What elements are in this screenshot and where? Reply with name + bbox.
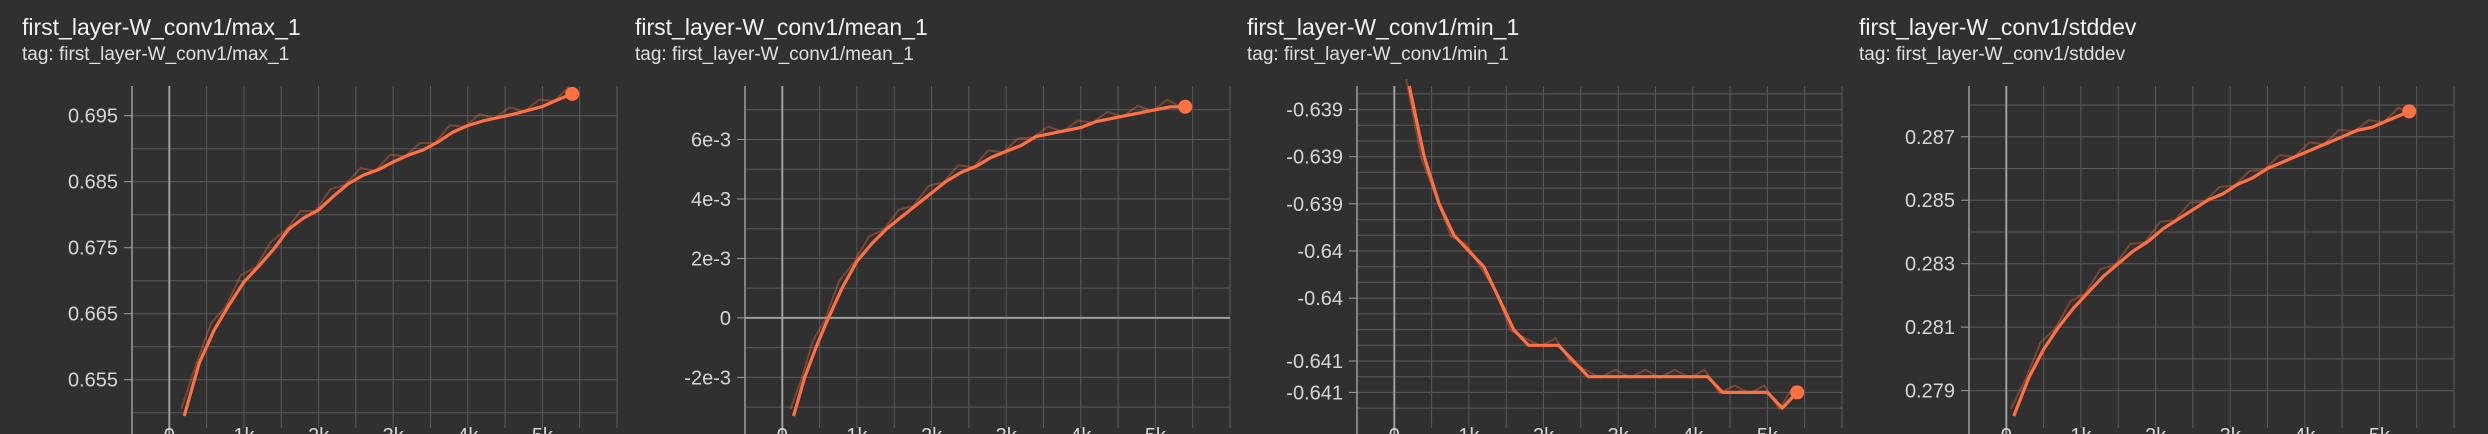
x-tick-label: 1k bbox=[2070, 425, 2092, 434]
y-tick-label: -0.639 bbox=[1286, 194, 1343, 216]
series-line bbox=[2012, 109, 2410, 417]
y-tick-label: 0.695 bbox=[68, 106, 118, 128]
x-tick-label: 5k bbox=[1145, 425, 1167, 434]
y-tick-label: 0.685 bbox=[68, 172, 118, 194]
chart-panel-min: first_layer-W_conv1/min_1 tag: first_lay… bbox=[1247, 0, 1847, 434]
x-tick-label: 0 bbox=[1389, 425, 1400, 434]
series-raw-line bbox=[789, 98, 1183, 410]
x-tick-label: 4k bbox=[1682, 425, 1704, 434]
x-tick-label: 5k bbox=[2369, 425, 2391, 434]
x-tick-label: 3k bbox=[996, 425, 1018, 434]
chart-panel-mean: first_layer-W_conv1/mean_1 tag: first_la… bbox=[635, 0, 1235, 434]
x-tick-label: 0 bbox=[777, 425, 788, 434]
chart-title: first_layer-W_conv1/min_1 bbox=[1247, 14, 1520, 40]
series-raw-line bbox=[2009, 106, 2407, 410]
series-line bbox=[1407, 85, 1799, 410]
y-tick-label: 0.665 bbox=[68, 304, 118, 326]
chart-tag: tag: first_layer-W_conv1/mean_1 bbox=[635, 44, 914, 65]
x-tick-label: 2k bbox=[308, 425, 330, 434]
x-tick-label: 2k bbox=[2145, 425, 2167, 434]
line-chart-min: -0.641 -0.641 -0.64 -0.64 -0.639 -0.639 -0.639… bbox=[1286, 78, 1843, 434]
y-tick-label: 0.285 bbox=[1905, 190, 1955, 212]
y-tick-label: 0.281 bbox=[1905, 317, 1955, 339]
x-tick-label: 1k bbox=[846, 425, 868, 434]
x-tick-label: 4k bbox=[2294, 425, 2316, 434]
chart-title: first_layer-W_conv1/mean_1 bbox=[635, 14, 928, 40]
series-end-point bbox=[1178, 99, 1193, 114]
x-tick-label: 1k bbox=[233, 425, 255, 434]
y-tick-label: -2e-3 bbox=[684, 367, 731, 389]
y-tick-label: 0 bbox=[720, 308, 731, 330]
y-tick-label: -0.641 bbox=[1286, 351, 1343, 373]
y-tick-label: -0.64 bbox=[1297, 288, 1343, 310]
x-tick-label: 0 bbox=[2001, 425, 2012, 434]
chart-title: first_layer-W_conv1/stddev bbox=[1859, 14, 2137, 40]
y-tick-label: 6e-3 bbox=[691, 130, 731, 152]
series-end-point bbox=[565, 86, 580, 101]
x-tick-label: 2k bbox=[921, 425, 943, 434]
x-tick-label: 3k bbox=[2220, 425, 2242, 434]
chart-tag: tag: first_layer-W_conv1/min_1 bbox=[1247, 44, 1509, 65]
y-tick-label: -0.64 bbox=[1297, 241, 1343, 263]
series-end-point bbox=[1790, 385, 1805, 400]
y-tick-label: 2e-3 bbox=[691, 248, 731, 270]
x-tick-label: 4k bbox=[457, 425, 479, 434]
x-tick-label: 4k bbox=[1070, 425, 1092, 434]
x-tick-label: 5k bbox=[532, 425, 554, 434]
y-tick-label: 0.675 bbox=[68, 238, 118, 260]
x-tick-label: 5k bbox=[1757, 425, 1779, 434]
chart-tag: tag: first_layer-W_conv1/stddev bbox=[1859, 44, 2126, 65]
x-tick-label: 2k bbox=[1533, 425, 1555, 434]
y-tick-label: 0.279 bbox=[1905, 381, 1955, 403]
series-line bbox=[791, 105, 1186, 417]
y-tick-label: -0.639 bbox=[1286, 100, 1343, 122]
y-tick-label: -0.641 bbox=[1286, 382, 1343, 404]
x-tick-label: 3k bbox=[383, 425, 405, 434]
y-tick-label: -0.639 bbox=[1286, 147, 1343, 169]
line-chart-mean: -2e-3 0 2e-3 4e-3 6e-3 0 1k 2k 3k 4k 5k bbox=[684, 86, 1231, 434]
x-tick-label: 3k bbox=[1608, 425, 1630, 434]
chart-tag: tag: first_layer-W_conv1/max_1 bbox=[22, 44, 290, 65]
y-tick-label: 0.287 bbox=[1905, 127, 1955, 149]
y-tick-label: 4e-3 bbox=[691, 189, 731, 211]
chart-panel-max: first_layer-W_conv1/max_1 tag: first_lay… bbox=[22, 0, 622, 434]
chart-panel-stddev: first_layer-W_conv1/stddev tag: first_la… bbox=[1859, 0, 2459, 434]
series-line bbox=[182, 92, 573, 417]
series-end-point bbox=[2402, 104, 2417, 119]
y-tick-label: 0.283 bbox=[1905, 254, 1955, 276]
line-chart-stddev: 0.279 0.281 0.283 0.285 0.287 0 1k 2k 3k 4k 5k bbox=[1905, 86, 2455, 434]
line-chart-max: 0.655 0.665 0.675 0.685 0.695 0 1k 2k 3k 4k 5k bbox=[68, 86, 618, 434]
x-tick-label: 0 bbox=[164, 425, 175, 434]
chart-title: first_layer-W_conv1/max_1 bbox=[22, 14, 301, 40]
x-tick-label: 1k bbox=[1458, 425, 1480, 434]
y-tick-label: 0.655 bbox=[68, 370, 118, 392]
